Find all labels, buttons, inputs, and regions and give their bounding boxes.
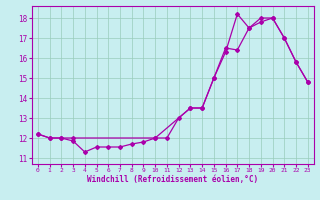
X-axis label: Windchill (Refroidissement éolien,°C): Windchill (Refroidissement éolien,°C)	[87, 175, 258, 184]
